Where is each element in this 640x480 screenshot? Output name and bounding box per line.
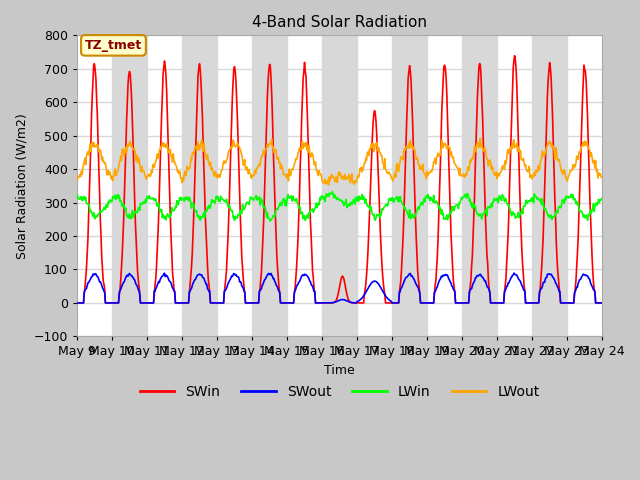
Text: TZ_tmet: TZ_tmet <box>85 39 142 52</box>
LWout <box>218 168 225 174</box>
Bar <box>462 36 497 336</box>
SWin <box>136 300 144 306</box>
SWout <box>218 300 225 306</box>
Bar <box>532 36 567 336</box>
LWout <box>136 167 144 172</box>
LWout <box>73 178 81 184</box>
LWout <box>324 182 332 188</box>
SWin <box>418 300 426 306</box>
SWout <box>190 279 198 285</box>
Bar <box>112 36 147 336</box>
Y-axis label: Solar Radiation (W/m2): Solar Radiation (W/m2) <box>15 113 28 259</box>
Bar <box>252 36 287 336</box>
X-axis label: Time: Time <box>324 364 355 377</box>
LWin <box>218 195 225 201</box>
LWin <box>420 198 428 204</box>
LWout <box>190 152 198 157</box>
LWout <box>477 135 484 141</box>
SWin <box>73 300 81 306</box>
SWout <box>598 300 605 306</box>
LWin <box>404 211 412 217</box>
Bar <box>392 36 427 336</box>
SWout <box>136 300 144 306</box>
Line: LWout: LWout <box>77 138 602 185</box>
LWout <box>419 162 427 168</box>
SWout <box>83 286 90 291</box>
LWout <box>83 154 90 159</box>
SWin <box>403 117 410 123</box>
LWin <box>266 218 274 224</box>
LWin <box>73 192 81 197</box>
LWin <box>136 201 144 206</box>
Line: LWin: LWin <box>77 192 602 221</box>
Title: 4-Band Solar Radiation: 4-Band Solar Radiation <box>252 15 427 30</box>
Bar <box>182 36 217 336</box>
LWout <box>404 144 412 149</box>
LWin <box>83 200 90 206</box>
Legend: SWin, SWout, LWin, LWout: SWin, SWout, LWin, LWout <box>134 380 545 405</box>
SWin <box>190 215 198 220</box>
SWout <box>510 270 518 276</box>
SWout <box>73 300 81 306</box>
LWout <box>598 175 605 180</box>
Line: SWout: SWout <box>77 273 602 303</box>
Bar <box>322 36 357 336</box>
LWin <box>190 201 198 207</box>
SWout <box>418 300 426 306</box>
SWout <box>403 274 410 280</box>
SWin <box>511 53 518 59</box>
LWin <box>598 196 605 202</box>
Line: SWin: SWin <box>77 56 602 303</box>
SWin <box>83 266 90 272</box>
SWin <box>218 300 225 306</box>
LWin <box>328 189 336 194</box>
SWin <box>598 300 605 306</box>
